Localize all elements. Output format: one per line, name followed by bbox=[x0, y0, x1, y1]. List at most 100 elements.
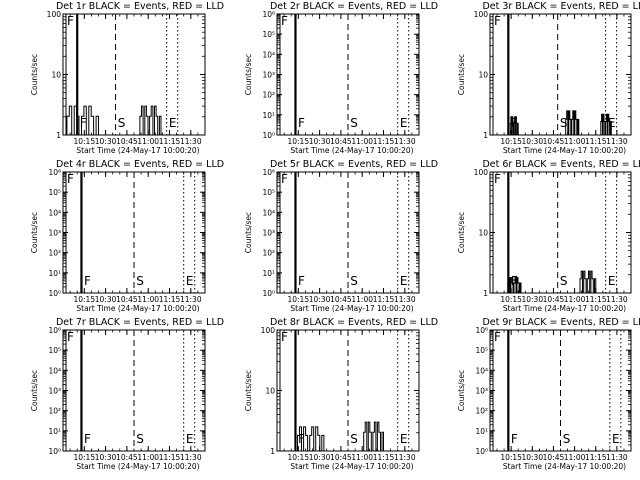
x-axis-label: Start Time (24-May-17 10:00:20) bbox=[76, 304, 199, 313]
y-tick-label: 100 bbox=[261, 326, 276, 335]
x-axis-label: Start Time (24-May-17 10:00:20) bbox=[76, 146, 199, 155]
marker-label-f: F bbox=[298, 274, 305, 288]
y-tick-label: 10⁶ bbox=[475, 326, 488, 335]
y-axis-label: Counts/sec bbox=[244, 54, 253, 95]
x-tick-label: 11:00 bbox=[351, 453, 373, 462]
x-tick-label: 11:30 bbox=[180, 137, 202, 146]
y-axis-label: Counts/sec bbox=[30, 370, 39, 411]
y-axis-label: Counts/sec bbox=[457, 212, 466, 253]
y-tick-label: 10³ bbox=[48, 387, 61, 396]
events-trace-1 bbox=[295, 426, 325, 452]
panel-title: Det 6r BLACK = Events, RED = LLD bbox=[482, 159, 640, 170]
y-axis-label: Counts/sec bbox=[457, 370, 466, 411]
events-trace-2 bbox=[138, 105, 162, 136]
x-tick-label: 11:30 bbox=[180, 295, 202, 304]
marker-label-f: F bbox=[80, 116, 87, 130]
x-tick-label: 10:30 bbox=[521, 137, 543, 146]
y-tick-label: 10³ bbox=[48, 229, 61, 238]
y-tick-label: 10⁵ bbox=[262, 188, 275, 197]
panel-title: Det 5r BLACK = Events, RED = LLD bbox=[270, 159, 438, 170]
x-tick-label: 10:30 bbox=[95, 295, 117, 304]
panel-det-1: Det 1r BLACK = Events, RED = LLD 1 10 100 10… bbox=[30, 1, 224, 155]
panel-det-2: Det 2r BLACK = Events, RED = LLD 10⁰ 10¹ 10… bbox=[244, 1, 438, 155]
marker-label-f: F bbox=[511, 432, 518, 446]
events-trace-2 bbox=[362, 421, 384, 452]
y-tick-label: 10⁴ bbox=[475, 366, 488, 375]
marker-label-s: S bbox=[560, 274, 568, 288]
y-axis-label: Counts/sec bbox=[244, 212, 253, 253]
marker-label-top: F bbox=[494, 14, 501, 28]
panel-title: Det 3r BLACK = Events, RED = LLD bbox=[482, 1, 640, 12]
panel-det-4: Det 4r BLACK = Events, RED = LLD 10⁰ 10¹ 10… bbox=[30, 159, 224, 313]
x-tick-label: 10:30 bbox=[309, 295, 331, 304]
marker-label-e: E bbox=[186, 274, 194, 288]
x-tick-label: 11:15 bbox=[585, 453, 607, 462]
x-tick-label: 11:00 bbox=[351, 295, 373, 304]
y-tick-label: 1 bbox=[56, 131, 61, 140]
events-trace-2 bbox=[564, 110, 580, 136]
y-tick-label: 10⁴ bbox=[262, 208, 275, 217]
x-tick-label: 11:15 bbox=[373, 453, 395, 462]
x-tick-label: 11:30 bbox=[606, 295, 628, 304]
x-tick-label: 11:15 bbox=[159, 295, 181, 304]
y-tick-label: 1 bbox=[483, 131, 488, 140]
events-trace-2 bbox=[578, 270, 597, 294]
marker-label-top: F bbox=[281, 14, 288, 28]
x-tick-label: 11:00 bbox=[564, 453, 586, 462]
marker-label-top: F bbox=[494, 172, 501, 186]
marker-label-e: E bbox=[400, 432, 408, 446]
x-tick-label: 11:15 bbox=[373, 295, 395, 304]
x-tick-label: 11:30 bbox=[394, 137, 416, 146]
marker-label-s: S bbox=[350, 116, 358, 130]
x-axis-label: Start Time (24-May-17 10:00:20) bbox=[503, 146, 626, 155]
panel-title: Det 1r BLACK = Events, RED = LLD bbox=[56, 1, 224, 12]
marker-label-s: S bbox=[560, 116, 568, 130]
panel-det-3: Det 3r BLACK = Events, RED = LLD 1 10 100 10… bbox=[457, 1, 640, 155]
panel-title: Det 8r BLACK = Events, RED = LLD bbox=[270, 317, 438, 328]
panel-title: Det 4r BLACK = Events, RED = LLD bbox=[56, 159, 224, 170]
x-axis-label: Start Time (24-May-17 10:00:20) bbox=[76, 462, 199, 471]
marker-label-top: F bbox=[67, 14, 74, 28]
y-tick-label: 10² bbox=[262, 91, 275, 100]
marker-label-top: F bbox=[281, 330, 288, 344]
x-tick-label: 10:45 bbox=[543, 137, 565, 146]
x-tick-label: 10:45 bbox=[330, 453, 352, 462]
panel-det-6: Det 6r BLACK = Events, RED = LLD 1 10 100 10… bbox=[457, 159, 640, 313]
x-tick-label: 10:15 bbox=[500, 453, 522, 462]
y-tick-label: 10⁶ bbox=[48, 168, 61, 177]
y-tick-label: 10³ bbox=[262, 229, 275, 238]
x-tick-label: 10:45 bbox=[330, 137, 352, 146]
y-tick-label: 10¹ bbox=[262, 111, 275, 120]
marker-label-f: F bbox=[298, 116, 305, 130]
panel-det-7: Det 7r BLACK = Events, RED = LLD 10⁰ 10¹ 10… bbox=[30, 317, 224, 471]
x-tick-label: 10:45 bbox=[116, 453, 138, 462]
panel-title: Det 2r BLACK = Events, RED = LLD bbox=[270, 1, 438, 12]
y-tick-label: 10³ bbox=[262, 71, 275, 80]
marker-label-f: F bbox=[511, 274, 518, 288]
y-tick-label: 10⁵ bbox=[475, 346, 488, 355]
marker-label-e: E bbox=[608, 274, 616, 288]
x-tick-label: 10:30 bbox=[521, 295, 543, 304]
x-tick-label: 11:15 bbox=[585, 295, 607, 304]
x-tick-label: 10:30 bbox=[309, 453, 331, 462]
y-tick-label: 10⁴ bbox=[48, 366, 61, 375]
y-tick-label: 10² bbox=[48, 249, 61, 258]
y-tick-label: 10⁴ bbox=[262, 50, 275, 59]
marker-label-f: F bbox=[84, 274, 91, 288]
events-trace-1 bbox=[509, 116, 519, 136]
y-tick-label: 100 bbox=[47, 10, 62, 19]
y-tick-label: 10² bbox=[475, 407, 488, 416]
marker-label-s: S bbox=[136, 432, 144, 446]
x-axis-label: Start Time (24-May-17 10:00:20) bbox=[503, 462, 626, 471]
x-tick-label: 10:45 bbox=[543, 453, 565, 462]
panel-title: Det 7r BLACK = Events, RED = LLD bbox=[56, 317, 224, 328]
y-tick-label: 10⁰ bbox=[475, 447, 488, 456]
x-tick-label: 10:45 bbox=[543, 295, 565, 304]
x-tick-label: 10:30 bbox=[521, 453, 543, 462]
x-tick-label: 11:00 bbox=[351, 137, 373, 146]
x-tick-label: 10:15 bbox=[287, 137, 309, 146]
x-axis-label: Start Time (24-May-17 10:00:20) bbox=[290, 146, 413, 155]
y-tick-label: 10¹ bbox=[475, 427, 488, 436]
x-axis-label: Start Time (24-May-17 10:00:20) bbox=[290, 304, 413, 313]
y-tick-label: 10 bbox=[478, 229, 488, 238]
